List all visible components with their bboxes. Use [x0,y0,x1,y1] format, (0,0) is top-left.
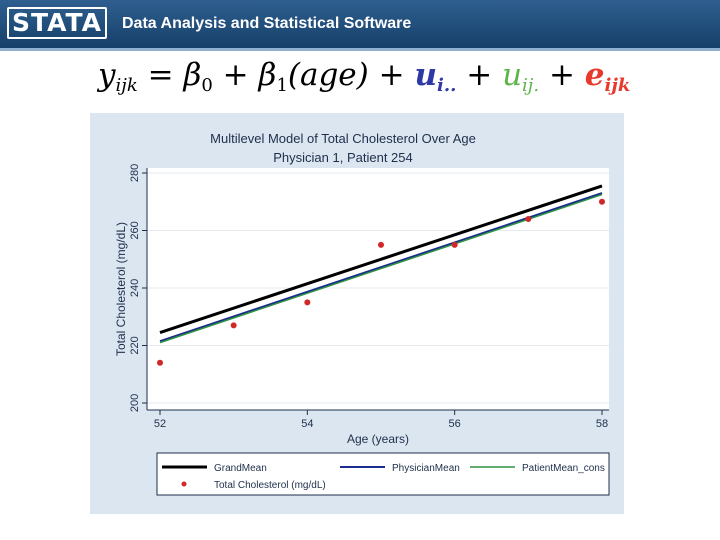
plot-area [147,168,609,410]
legend: GrandMean PhysicianMean PatientMean_cons To… [162,463,605,491]
chart-title: Multilevel Model of Total Cholesterol Ov… [210,131,476,146]
eq-plus-3: + [456,57,503,93]
x-tick-label-56: 56 [449,418,461,430]
legend-label-grandmean: GrandMean [214,463,267,474]
legend-label-patientmean-cons: PatientMean_cons [522,463,605,474]
eq-equals: = [137,57,184,93]
eq-beta1: β [258,57,277,93]
eq-u-patient: u [502,57,523,93]
y-tick-label-280: 280 [129,164,141,182]
legend-swatch-total-cholesterol-mg-dl- [181,481,187,487]
eq-plus-1: + [212,57,259,93]
data-point-58 [599,198,605,205]
eq-beta0: β [183,57,202,93]
eq-y-sub: ijk [115,75,138,96]
data-point-52 [157,359,163,366]
x-tick-label-54: 54 [301,418,313,430]
data-point-57 [525,216,532,222]
eq-age: (age) [287,57,369,93]
x-axis: 52 54 56 58 [147,409,609,430]
eq-plus-4: + [539,57,585,93]
eq-y: y [98,57,116,93]
stata-logo: STATA [7,7,107,39]
eq-u-physician: u [414,57,437,93]
data-point-54 [304,299,311,306]
header-title: Data Analysis and Statistical Software [122,15,412,32]
series-line-grandmean [159,184,603,334]
y-tick-label-200: 200 [129,394,141,412]
eq-u-patient-sub: ij. [522,75,540,96]
y-axis: 200 220 240 260 280 [129,164,148,412]
x-axis-label: Age (years) [347,432,409,446]
eq-error-sub: ijk [604,75,631,96]
grid-lines [147,172,609,404]
legend-box [156,452,610,496]
y-axis-label: Total Cholesterol (mg/dL) [114,222,128,356]
y-tick-label-220: 220 [129,336,141,354]
eq-plus-2: + [368,57,415,93]
data-point-55 [378,241,384,248]
eq-beta0-sub: 0 [201,75,213,96]
eq-error: e [584,57,605,93]
legend-label-physicianmean: PhysicianMean [392,463,460,474]
data-point-56 [451,241,458,248]
cholesterol-chart: Multilevel Model of Total Cholesterol Ov… [114,131,610,496]
logo-text: STATA [12,8,102,37]
legend-label-total-cholesterol-mg-dl-: Total Cholesterol (mg/dL) [214,480,326,491]
x-tick-label-52: 52 [154,418,166,430]
header-divider [0,48,720,51]
scatter-points [157,198,605,366]
chart-subtitle: Physician 1, Patient 254 [273,150,412,165]
header-bar: STATA Data Analysis and Statistical Soft… [0,0,720,48]
data-point-53 [230,322,237,329]
model-equation: yijk = β0 + β1(age) + ui.. + uij. + eijk [98,57,630,97]
y-tick-label-240: 240 [129,279,141,297]
y-tick-label-260: 260 [129,221,141,239]
eq-u-physician-sub: i.. [437,75,457,96]
eq-beta1-sub: 1 [276,75,288,96]
x-tick-label-58: 58 [596,418,608,430]
